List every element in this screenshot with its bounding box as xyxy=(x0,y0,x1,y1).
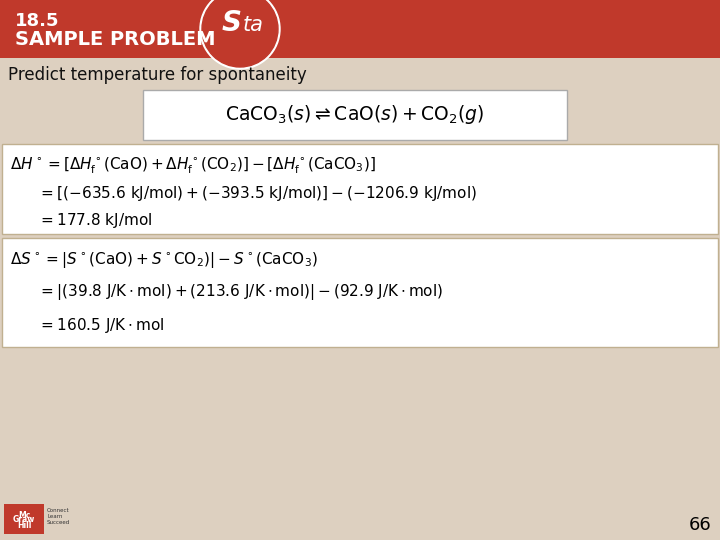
Text: $\mathrm{CaCO_3}(\mathit{s}) \rightleftharpoons \mathrm{CaO}(\mathit{s}) + \math: $\mathrm{CaCO_3}(\mathit{s}) \rightlefth… xyxy=(225,104,485,126)
Bar xyxy=(4,504,44,534)
Text: $= |(39.8\ \mathrm{J/K \cdot mol}) + (213.6\ \mathrm{J/K \cdot mol})| - (92.9\ \: $= |(39.8\ \mathrm{J/K \cdot mol}) + (21… xyxy=(38,282,443,302)
Text: S: S xyxy=(222,9,242,37)
Text: Connect: Connect xyxy=(47,508,70,513)
Text: Succeed: Succeed xyxy=(47,520,71,525)
Text: SAMPLE PROBLEM: SAMPLE PROBLEM xyxy=(15,30,215,49)
FancyBboxPatch shape xyxy=(143,90,567,140)
Text: Hill: Hill xyxy=(17,522,31,530)
Text: $\Delta H^\circ = [\Delta H^\circ_\mathrm{f}(\mathrm{CaO}) + \Delta H^\circ_\mat: $\Delta H^\circ = [\Delta H^\circ_\mathr… xyxy=(10,156,376,177)
Text: Predict temperature for spontaneity: Predict temperature for spontaneity xyxy=(8,66,307,84)
Text: $\Delta S^\circ = |S^\circ(\mathrm{CaO}) + S^\circ\mathrm{CO_2})| - S^\circ(\mat: $\Delta S^\circ = |S^\circ(\mathrm{CaO})… xyxy=(10,250,318,270)
Text: $= 160.5\ \mathrm{J/K \cdot mol}$: $= 160.5\ \mathrm{J/K \cdot mol}$ xyxy=(38,316,165,335)
Circle shape xyxy=(200,0,280,69)
FancyBboxPatch shape xyxy=(2,144,718,234)
Text: Graw: Graw xyxy=(13,516,35,524)
Text: Learn: Learn xyxy=(47,514,63,519)
Text: $= 177.8\ \mathrm{kJ/mol}$: $= 177.8\ \mathrm{kJ/mol}$ xyxy=(38,211,152,230)
Circle shape xyxy=(202,0,278,67)
Text: $= [(-635.6\ \mathrm{kJ/mol}) + (-393.5\ \mathrm{kJ/mol})] - (-1206.9\ \mathrm{k: $= [(-635.6\ \mathrm{kJ/mol}) + (-393.5\… xyxy=(38,184,477,203)
Text: 18.5: 18.5 xyxy=(15,12,60,30)
FancyBboxPatch shape xyxy=(2,238,718,347)
Text: Mc: Mc xyxy=(18,510,30,519)
Text: ta: ta xyxy=(243,15,264,35)
Bar xyxy=(0,0,720,58)
Text: 66: 66 xyxy=(689,516,712,534)
